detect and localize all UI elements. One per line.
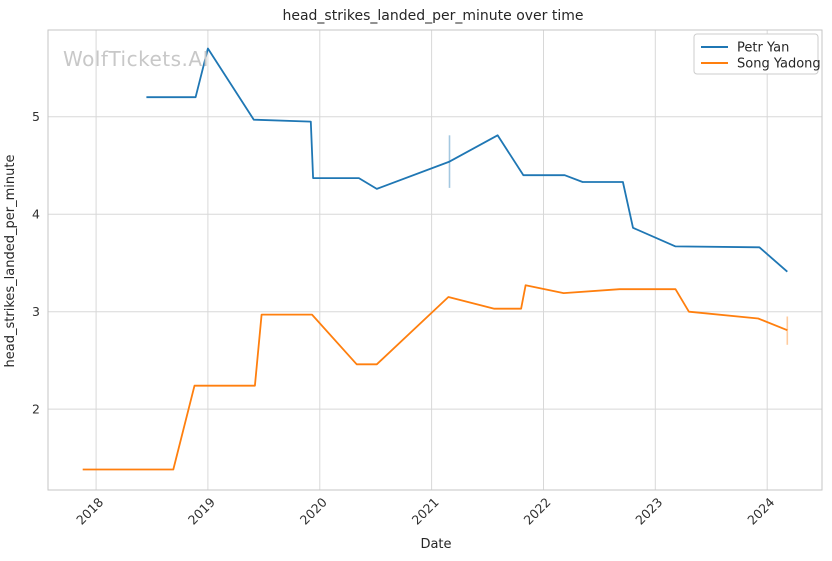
- series-line-petr-yan: [146, 47, 788, 273]
- x-tick-label: 2018: [73, 494, 106, 527]
- tick-layer: 2018 2019 2020 2021 2022 2023 2024 2 3 4 5: [32, 109, 777, 527]
- chart-title: head_strikes_landed_per_minute over time: [282, 8, 583, 24]
- x-tick-label: 2019: [185, 494, 218, 527]
- legend-label-petr-yan: Petr Yan: [737, 41, 789, 56]
- legend-label-song-yadong: Song Yadong: [737, 57, 821, 72]
- series-layer: [82, 47, 789, 471]
- y-tick-label: 5: [32, 109, 40, 124]
- y-tick-label: 3: [32, 304, 40, 319]
- x-tick-label: 2023: [632, 495, 665, 528]
- series-line-song-yadong: [82, 284, 788, 471]
- x-axis-label: Date: [420, 537, 451, 552]
- y-tick-label: 2: [32, 402, 40, 417]
- x-tick-label: 2022: [521, 495, 554, 528]
- grid-layer: [48, 30, 822, 490]
- watermark: WolfTickets.AI: [63, 47, 209, 71]
- y-tick-label: 4: [32, 207, 40, 222]
- x-tick-label: 2024: [744, 494, 777, 527]
- x-tick-label: 2021: [409, 495, 442, 528]
- y-axis-label: head_strikes_landed_per_minute: [3, 155, 18, 368]
- plot-area-border: [47, 29, 823, 491]
- x-tick-label: 2020: [297, 494, 330, 527]
